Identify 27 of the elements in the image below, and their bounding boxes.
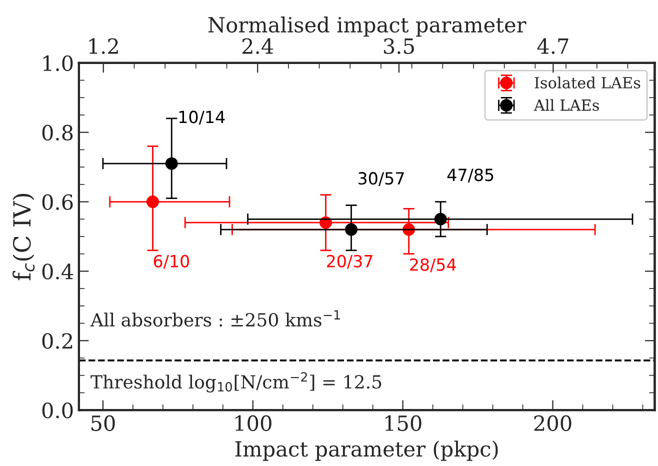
data-label: 28/54 <box>410 258 456 272</box>
annotation: All absorbers : ±250 kms$^{−1}$ <box>90 310 340 327</box>
x2-tick-label: 4.7 <box>537 38 568 54</box>
y-tick-label: 0.2 <box>42 333 72 349</box>
x-axis-title: Impact parameter (pkpc) <box>235 440 498 461</box>
y-axis-title: f$_{c}$(C IV) <box>12 194 35 280</box>
data-label: 6/10 <box>154 254 190 269</box>
data-label: 30/57 <box>358 172 404 186</box>
x-tick-label: 50 <box>91 415 115 432</box>
y-tick-label: 0.6 <box>42 194 73 210</box>
x2-tick-label: 3.5 <box>384 38 414 54</box>
y-tick-label: 0.0 <box>42 402 73 418</box>
data-label: 47/85 <box>447 168 494 182</box>
y-tick-label: 0.4 <box>42 264 74 280</box>
x-tick-label: 200 <box>534 415 572 432</box>
data-label: 20/37 <box>326 254 372 269</box>
annotation: Threshold log$_{10}$[N/cm$^{−2}$] = 12.5 <box>90 372 382 392</box>
x2-axis-title: Normalised impact parameter <box>208 16 526 37</box>
y-tick-label: 0.8 <box>42 124 73 141</box>
legend-label: Isolated LAEs <box>534 76 640 88</box>
legend-label: All LAEs <box>534 99 599 111</box>
x2-tick-label: 2.4 <box>242 38 274 54</box>
data-label: 10/14 <box>179 110 225 125</box>
x2-tick-label: 1.2 <box>89 38 118 54</box>
y-tick-label: 1.0 <box>44 55 73 72</box>
x-tick-label: 100 <box>236 415 272 432</box>
x-tick-label: 150 <box>385 415 422 432</box>
